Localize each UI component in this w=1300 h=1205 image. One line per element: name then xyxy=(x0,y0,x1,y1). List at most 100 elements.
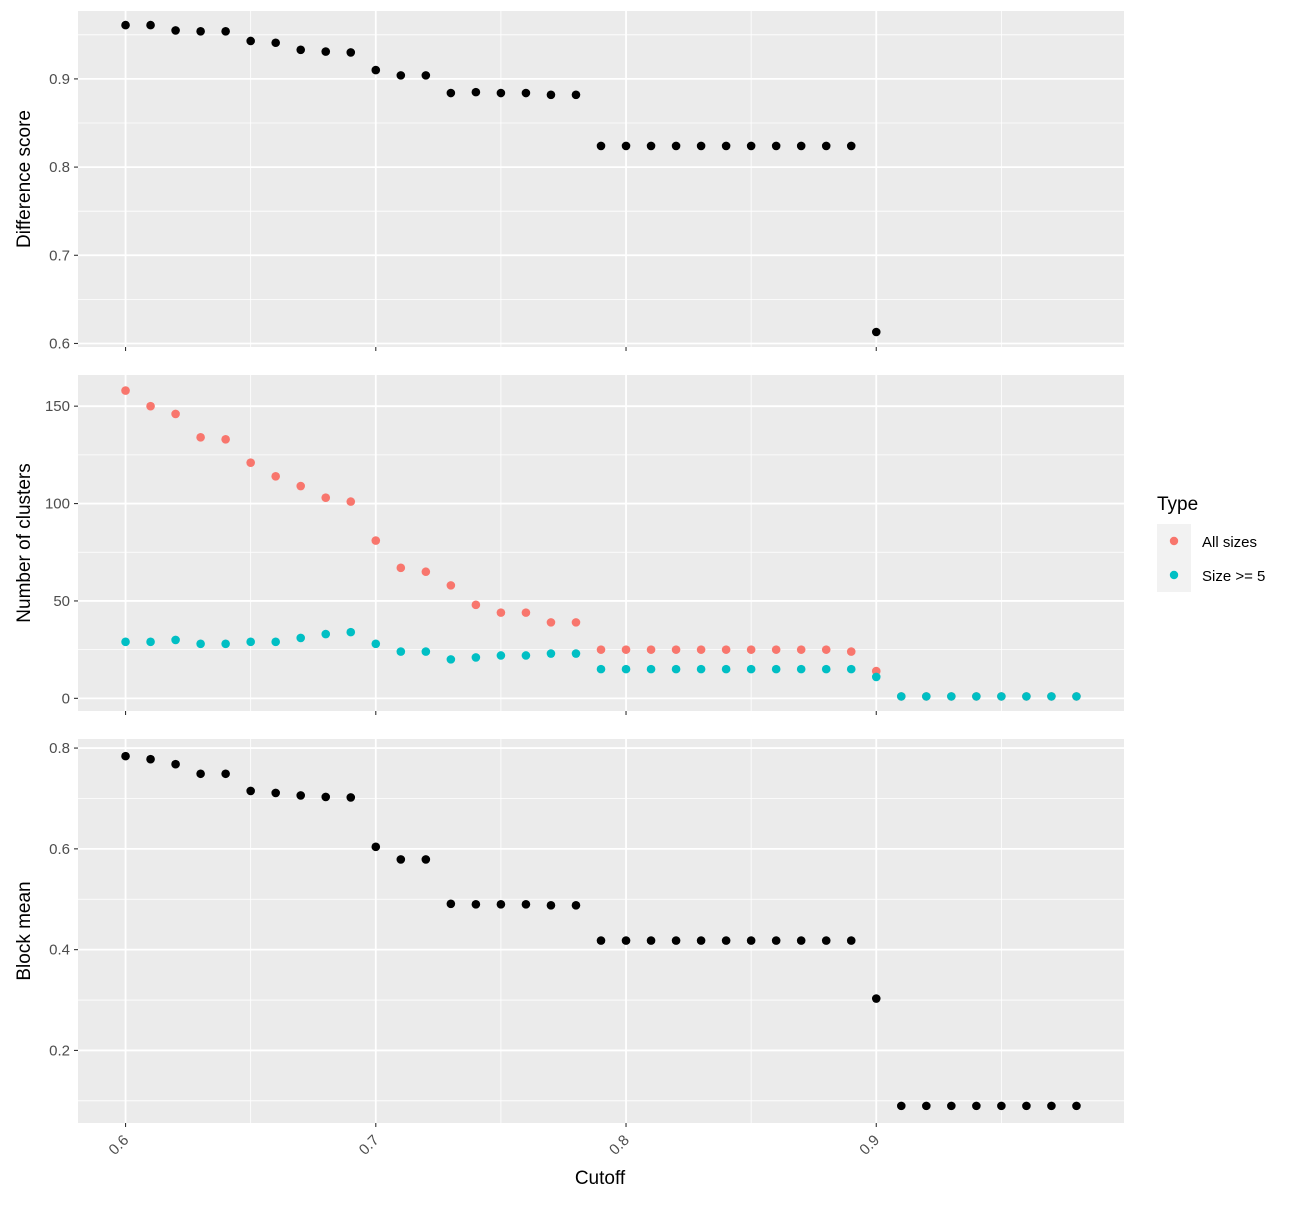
data-point xyxy=(221,769,230,779)
data-point xyxy=(1047,1101,1056,1111)
data-point xyxy=(721,664,731,674)
data-point xyxy=(796,664,806,674)
series-0 xyxy=(121,386,1081,701)
data-point xyxy=(721,141,731,151)
data-point xyxy=(997,1101,1006,1111)
data-point xyxy=(821,141,831,151)
data-point xyxy=(621,936,631,945)
data-point xyxy=(546,900,556,910)
y-axis-title: Difference score xyxy=(14,110,35,248)
y-tick-label: 0.4 xyxy=(49,942,70,959)
data-point xyxy=(646,664,656,674)
panel-background xyxy=(78,375,1124,711)
data-point xyxy=(521,608,531,617)
data-point xyxy=(496,899,506,909)
data-point xyxy=(471,87,481,97)
data-point xyxy=(171,26,180,35)
data-point xyxy=(771,141,781,151)
data-point xyxy=(146,20,155,30)
legend-label-all-sizes: All sizes xyxy=(1202,534,1257,551)
legend-title: Type xyxy=(1157,494,1198,515)
data-point xyxy=(696,664,706,674)
data-point xyxy=(671,645,681,654)
data-point xyxy=(346,497,356,506)
data-point xyxy=(496,608,506,617)
x-tick-label: 0.8 xyxy=(606,1132,633,1159)
data-point xyxy=(321,493,331,503)
data-point xyxy=(821,645,831,654)
y-tick-label: 0.2 xyxy=(49,1042,70,1059)
data-point xyxy=(796,645,806,654)
data-point xyxy=(947,1101,956,1111)
data-point xyxy=(846,936,856,945)
data-point xyxy=(646,645,656,654)
y-tick-label: 0.7 xyxy=(49,247,70,264)
y-axis-title: Block mean xyxy=(14,881,35,980)
series-1 xyxy=(121,627,1081,701)
y-axis-title: Number of clusters xyxy=(14,463,35,622)
x-axis-title: Cutoff xyxy=(575,1168,626,1189)
data-point xyxy=(1047,692,1056,701)
data-point xyxy=(896,692,906,701)
data-point xyxy=(846,647,856,656)
data-point xyxy=(371,65,381,75)
y-tick-label: 50 xyxy=(53,593,70,610)
data-point xyxy=(721,645,731,654)
data-point xyxy=(696,936,706,945)
data-point xyxy=(321,792,331,802)
data-point xyxy=(271,38,280,48)
data-point xyxy=(446,899,456,909)
data-point xyxy=(546,649,556,658)
data-point xyxy=(746,936,756,945)
data-point xyxy=(396,855,406,864)
data-point xyxy=(371,536,381,545)
data-point xyxy=(596,141,606,151)
data-point xyxy=(446,581,456,590)
y-tick-label: 0.8 xyxy=(49,740,70,757)
data-point xyxy=(922,1101,931,1111)
data-point xyxy=(196,433,205,442)
data-point xyxy=(871,994,881,1003)
data-point xyxy=(196,26,205,36)
data-point xyxy=(321,629,331,639)
data-point xyxy=(196,769,205,779)
panels: 0.6 0.7 0.8 0.9 Difference score 0 50 100 150 Num… xyxy=(14,11,1124,1159)
x-tick-label: 0.7 xyxy=(356,1132,383,1159)
data-point xyxy=(1022,1101,1031,1111)
data-point xyxy=(346,627,356,637)
legend-key-all-sizes xyxy=(1169,536,1179,546)
data-point xyxy=(271,471,280,481)
data-point xyxy=(997,692,1006,701)
data-point xyxy=(146,637,155,647)
data-point xyxy=(471,899,481,909)
data-point xyxy=(846,141,856,151)
data-point xyxy=(1072,1101,1081,1111)
data-point xyxy=(746,141,756,151)
data-point xyxy=(521,88,531,98)
data-point xyxy=(846,664,856,674)
data-point xyxy=(721,936,731,945)
data-point xyxy=(621,645,631,654)
data-point xyxy=(246,786,255,796)
data-point xyxy=(246,637,255,647)
data-point xyxy=(121,20,130,30)
data-point xyxy=(521,899,531,909)
data-point xyxy=(396,647,406,656)
data-point xyxy=(371,842,381,852)
legend-key-size-5 xyxy=(1169,570,1179,580)
data-point xyxy=(671,936,681,945)
panel-top: 0.6 0.7 0.8 0.9 Difference score xyxy=(14,11,1124,352)
data-point xyxy=(421,567,431,577)
data-point xyxy=(596,645,606,654)
data-point xyxy=(596,664,606,674)
y-tick-label: 0.8 xyxy=(49,159,70,176)
data-point xyxy=(571,649,581,658)
data-point xyxy=(146,401,155,411)
data-point xyxy=(972,692,981,701)
data-point xyxy=(221,26,230,36)
panel-background xyxy=(78,739,1124,1123)
y-tick-label: 100 xyxy=(45,496,70,513)
series-0 xyxy=(121,751,1081,1111)
